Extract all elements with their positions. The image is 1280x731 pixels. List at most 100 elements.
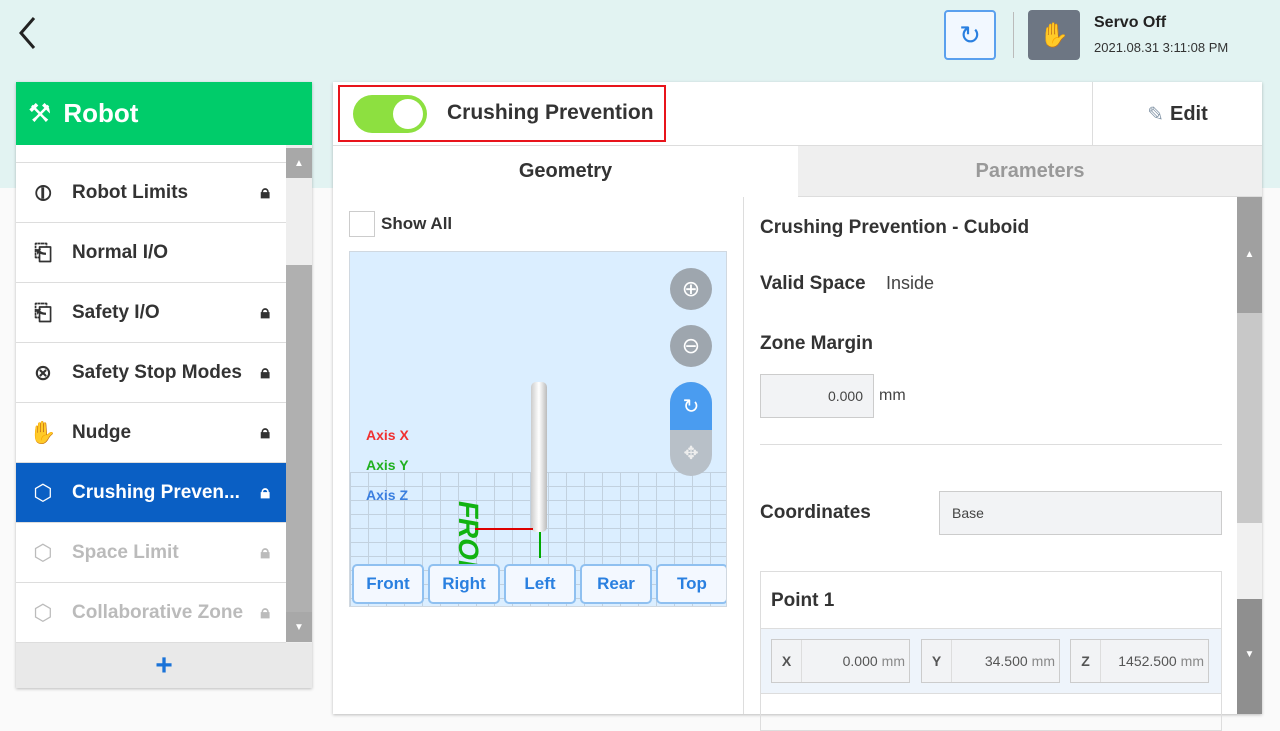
sidebar-item[interactable]: ⎗ Safety I/O 🔒︎ xyxy=(16,283,286,343)
sidebar-item-label: Safety Stop Modes xyxy=(72,361,242,383)
axis-z-label: Axis Z xyxy=(366,487,409,503)
cube-icon: ⬡ xyxy=(33,539,53,565)
view-front-button[interactable]: Front xyxy=(352,564,424,604)
rotate-button[interactable]: ↻ xyxy=(670,382,712,430)
main-panel: Crushing Prevention ✎ Edit Geometry Param… xyxy=(333,82,1262,731)
sidebar-item-label: Safety I/O xyxy=(72,301,160,323)
move-icon: ✥ xyxy=(683,442,699,463)
coordinates-select[interactable]: Base xyxy=(939,491,1222,535)
datetime: 2021.08.31 3:11:08 PM xyxy=(1094,40,1229,55)
crushing-prevention-toggle[interactable] xyxy=(353,95,427,133)
servo-status: Servo Off xyxy=(1094,14,1167,31)
sidebar-header: ⚒ Robot xyxy=(16,82,312,145)
x-label: X xyxy=(772,640,802,682)
coordinates-label: Coordinates xyxy=(760,502,871,523)
sidebar-item-label: Crushing Preven... xyxy=(72,481,240,503)
robot-model xyxy=(531,382,547,532)
details-heading: Crushing Prevention - Cuboid xyxy=(760,217,1030,238)
sidebar-item-label: Normal I/O xyxy=(72,241,169,263)
z-label: Z xyxy=(1071,640,1101,682)
lock-icon: 🔒︎ xyxy=(260,302,270,322)
robot-arm-icon: ⚒ xyxy=(28,98,52,128)
lock-icon: 🔒︎ xyxy=(260,422,270,442)
axis-y-label: Axis Y xyxy=(366,457,409,473)
axis-x-label: Axis X xyxy=(366,427,409,443)
scrollbar-thumb[interactable] xyxy=(1237,313,1262,523)
page-title: Crushing Prevention xyxy=(447,101,654,124)
scroll-down-button[interactable]: ▼ xyxy=(286,612,312,642)
lock-icon: 🔒︎ xyxy=(260,182,270,202)
zoom-in-button[interactable]: ⊕ xyxy=(670,268,712,310)
details-scrollbar[interactable]: ▲ ▼ xyxy=(1237,197,1262,714)
show-all-checkbox[interactable] xyxy=(349,211,375,237)
edit-button[interactable]: ✎ Edit xyxy=(1092,82,1262,146)
view-top-button[interactable]: Top xyxy=(656,564,726,604)
back-button[interactable] xyxy=(18,16,38,59)
hand-icon: ✋ xyxy=(1039,21,1069,49)
chevron-left-icon xyxy=(19,17,36,49)
view-rear-button[interactable]: Rear xyxy=(580,564,652,604)
tab-geometry[interactable]: Geometry xyxy=(333,146,798,197)
view-left-button[interactable]: Left xyxy=(504,564,576,604)
add-button[interactable]: + xyxy=(16,643,312,688)
z-field[interactable]: Z 1452.500 mm xyxy=(1070,639,1209,683)
sidebar-scrollbar[interactable]: ▲ ▼ xyxy=(286,145,312,643)
scroll-up-button[interactable]: ▲ xyxy=(1237,197,1262,313)
sidebar-item-label: Nudge xyxy=(72,421,132,443)
gauge-icon: ⦶ xyxy=(35,179,51,205)
sidebar-title: Robot xyxy=(63,98,139,128)
valid-space-label: Valid Space xyxy=(760,273,866,294)
sidebar: ⚒ Robot ⦶ Robot Limits 🔒︎ ⎗ Normal I/O ⎗ Safety… xyxy=(16,82,312,688)
valid-space-value: Inside xyxy=(886,273,935,293)
cube-icon: ⬡ xyxy=(33,599,53,625)
x-axis-line xyxy=(475,528,533,530)
lock-icon: 🔒︎ xyxy=(260,362,270,382)
unit: mm xyxy=(881,653,905,669)
view-right-button[interactable]: Right xyxy=(428,564,500,604)
scrollbar-thumb[interactable] xyxy=(286,265,312,612)
scroll-down-button[interactable]: ▼ xyxy=(1237,599,1262,714)
unit: mm xyxy=(1180,653,1204,669)
tab-parameters[interactable]: Parameters xyxy=(798,146,1262,197)
sidebar-item[interactable]: ⊗ Safety Stop Modes 🔒︎ xyxy=(16,343,286,403)
y-value: 34.500 xyxy=(984,653,1028,669)
x-value: 0.000 xyxy=(842,653,878,669)
lock-icon: 🔒︎ xyxy=(260,602,270,622)
pan-button[interactable]: ✥ xyxy=(670,430,712,476)
hand-icon: ✋ xyxy=(29,419,57,445)
zoom-out-button[interactable]: ⊖ xyxy=(670,325,712,367)
sidebar-item[interactable]: ⬡ Collaborative Zone 🔒︎ xyxy=(16,583,286,643)
highlight-box xyxy=(338,85,666,142)
cube-icon: ⬡ xyxy=(33,479,53,505)
sidebar-item[interactable]: ⬡ Space Limit 🔒︎ xyxy=(16,523,286,583)
stop-circle-icon: ⊗ xyxy=(33,359,53,385)
3d-viewer[interactable]: ⊕ ⊖ ↻ ✥ Axis X Axis Y Axis Z FRONT Front… xyxy=(349,251,727,607)
servo-button[interactable]: ✋ xyxy=(1028,10,1080,60)
list-item-partial[interactable] xyxy=(16,145,286,163)
sidebar-item[interactable]: ⦶ Robot Limits 🔒︎ xyxy=(16,163,286,223)
details-panel: Crushing Prevention - Cuboid Valid Space… xyxy=(743,197,1237,731)
lock-icon: 🔒︎ xyxy=(260,482,270,502)
zone-margin-unit: mm xyxy=(879,387,906,404)
zone-margin-input[interactable]: 0.000 xyxy=(760,374,874,418)
zoom-out-icon: ⊖ xyxy=(681,333,701,358)
pencil-icon: ✎ xyxy=(1147,103,1164,126)
sidebar-item[interactable]: ⎗ Normal I/O xyxy=(16,223,286,283)
z-value: 1452.500 xyxy=(1118,653,1177,669)
x-field[interactable]: X 0.000 mm xyxy=(771,639,910,683)
view-mode-toggle: ↻ ✥ xyxy=(670,382,712,476)
sync-icon: ↻ xyxy=(959,19,981,50)
sync-button[interactable]: ↻ xyxy=(944,10,996,60)
sidebar-item-label: Collaborative Zone xyxy=(72,601,244,623)
edit-label: Edit xyxy=(1169,102,1208,125)
y-field[interactable]: Y 34.500 mm xyxy=(921,639,1060,683)
sidebar-item-label: Space Limit xyxy=(72,541,179,563)
divider xyxy=(760,444,1222,445)
panel-header: Crushing Prevention ✎ Edit xyxy=(333,82,1262,146)
sidebar-item[interactable]: ✋ Nudge 🔒︎ xyxy=(16,403,286,463)
io-icon: ⎗ xyxy=(34,299,52,325)
point-1-title: Point 1 xyxy=(771,590,835,611)
point-1-card: Point 1 X 0.000 mm Y 34.500 mm Z 1452.500 mm xyxy=(760,571,1222,731)
sidebar-item[interactable]: ⬡ Crushing Preven... 🔒︎ xyxy=(16,463,286,523)
scroll-up-button[interactable]: ▲ xyxy=(286,148,312,178)
